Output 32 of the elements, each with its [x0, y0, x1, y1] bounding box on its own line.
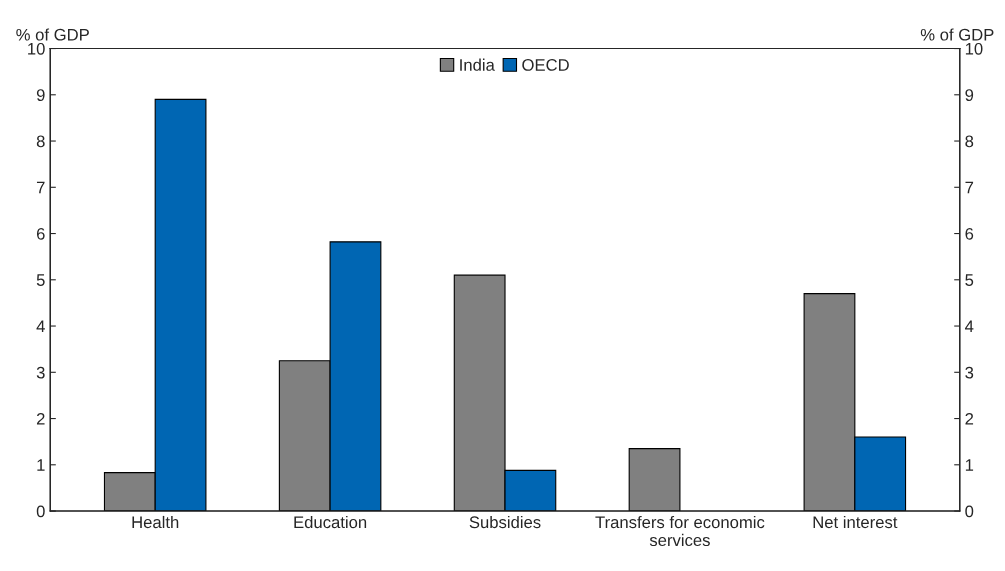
y-tick-label: 5: [36, 274, 45, 286]
y2-tick-label: 0: [965, 505, 974, 518]
y-tick-label: 8: [36, 135, 45, 148]
x-tick-label: Subsidies: [469, 515, 541, 529]
y2-axis-title: % of GDP: [920, 28, 994, 41]
bar: [628, 448, 681, 512]
y-tick-label: 0: [36, 505, 45, 518]
y2-tick-label: 1: [965, 459, 974, 471]
y2-tick-label: 7: [965, 181, 974, 194]
y-tick-label: 10: [28, 42, 45, 55]
y2-tick-label: 2: [965, 412, 974, 425]
x-tick-label: Education: [294, 515, 367, 529]
x-tick-label: Net interest: [813, 515, 898, 529]
y2-tick-label: 6: [965, 227, 974, 240]
y2-tick-label: 3: [965, 366, 974, 379]
x-tick-label: Transfers for economic services: [595, 515, 765, 547]
y-tick-label: 9: [36, 89, 45, 101]
legend-label: OECD: [522, 59, 569, 71]
y2-tick-label: 5: [965, 274, 974, 286]
y-tick-label: 4: [36, 320, 45, 333]
y2-tick-label: 10: [965, 42, 983, 55]
y2-tick-label: 8: [965, 135, 974, 148]
y-tick-label: 3: [36, 366, 45, 379]
y-tick-label: 6: [36, 227, 45, 240]
y-tick-label: 2: [36, 412, 45, 425]
x-tick-label: Health: [132, 515, 179, 529]
y-axis-title: % of GDP: [16, 28, 89, 41]
y2-tick-label: 4: [965, 320, 974, 333]
y-tick-label: 1: [37, 459, 45, 471]
y2-tick-label: 9: [965, 89, 974, 101]
y-tick-label: 7: [36, 181, 45, 194]
legend-label: India: [460, 58, 495, 71]
